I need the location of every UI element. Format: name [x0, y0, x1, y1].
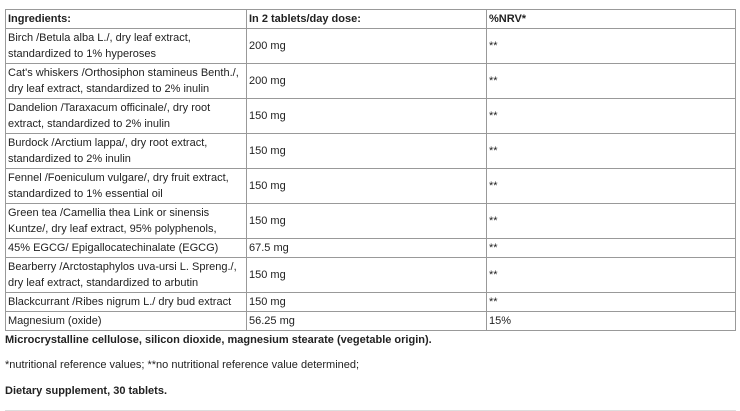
ingredient-cell: Fennel /Foeniculum vulgare/, dry fruit e… [5, 168, 247, 204]
table-row: Birch /Betula alba L./, dry leaf extract… [5, 28, 736, 64]
table-row: Green tea /Camellia thea Link or sinensi… [5, 203, 736, 239]
nrv-cell: ** [486, 133, 736, 169]
ingredient-cell: 45% EGCG/ Epigallocatechinalate (EGCG) [5, 238, 247, 258]
nrv-cell: ** [486, 63, 736, 99]
table-row: Bearberry /Arctostaphylos uva-ursi L. Sp… [5, 257, 736, 293]
table-row: 45% EGCG/ Epigallocatechinalate (EGCG) 67… [5, 238, 736, 258]
excipients-text: Microcrystalline cellulose, silicon diox… [5, 334, 432, 346]
ingredient-cell: Dandelion /Taraxacum officinale/, dry ro… [5, 98, 247, 134]
dose-cell: 200 mg [246, 28, 487, 64]
ingredient-cell: Burdock /Arctium lappa/, dry root extrac… [5, 133, 247, 169]
nrv-cell: ** [486, 28, 736, 64]
dose-cell: 200 mg [246, 63, 487, 99]
nrv-cell: ** [486, 292, 736, 312]
dose-cell: 150 mg [246, 98, 487, 134]
table-row: Magnesium (oxide) 56.25 mg 15% [5, 311, 736, 331]
dose-cell: 150 mg [246, 133, 487, 169]
table-row: Dandelion /Taraxacum officinale/, dry ro… [5, 98, 736, 134]
ingredient-cell: Cat's whiskers /Orthosiphon stamineus Be… [5, 63, 247, 99]
product-description: Dietary supplement, 30 tablets. [5, 385, 167, 397]
table-row: Fennel /Foeniculum vulgare/, dry fruit e… [5, 168, 736, 204]
dose-cell: 150 mg [246, 168, 487, 204]
ingredient-cell: Blackcurrant /Ribes nigrum L./ dry bud e… [5, 292, 247, 312]
ingredients-table: Ingredients: In 2 tablets/day dose: %NRV… [5, 9, 736, 331]
nrv-cell: ** [486, 98, 736, 134]
dose-cell: 67.5 mg [246, 238, 487, 258]
table-header: Ingredients: In 2 tablets/day dose: %NRV… [5, 9, 736, 29]
dose-cell: 150 mg [246, 257, 487, 293]
table-row: Burdock /Arctium lappa/, dry root extrac… [5, 133, 736, 169]
dose-cell: 150 mg [246, 292, 487, 312]
nrv-cell: ** [486, 203, 736, 239]
footnote-text: *nutritional reference values; **no nutr… [5, 359, 360, 371]
ingredient-cell: Bearberry /Arctostaphylos uva-ursi L. Sp… [5, 257, 247, 293]
dose-cell: 150 mg [246, 203, 487, 239]
table-row: Blackcurrant /Ribes nigrum L./ dry bud e… [5, 292, 736, 312]
header-dose: In 2 tablets/day dose: [246, 9, 487, 29]
nrv-cell: ** [486, 168, 736, 204]
header-nrv: %NRV* [486, 9, 736, 29]
nrv-cell: 15% [486, 311, 736, 331]
table-row: Cat's whiskers /Orthosiphon stamineus Be… [5, 63, 736, 99]
ingredient-cell: Green tea /Camellia thea Link or sinensi… [5, 203, 247, 239]
header-ingredients: Ingredients: [5, 9, 247, 29]
ingredient-cell: Magnesium (oxide) [5, 311, 247, 331]
nrv-cell: ** [486, 238, 736, 258]
ingredient-cell: Birch /Betula alba L./, dry leaf extract… [5, 28, 247, 64]
dose-cell: 56.25 mg [246, 311, 487, 331]
nrv-cell: ** [486, 257, 736, 293]
